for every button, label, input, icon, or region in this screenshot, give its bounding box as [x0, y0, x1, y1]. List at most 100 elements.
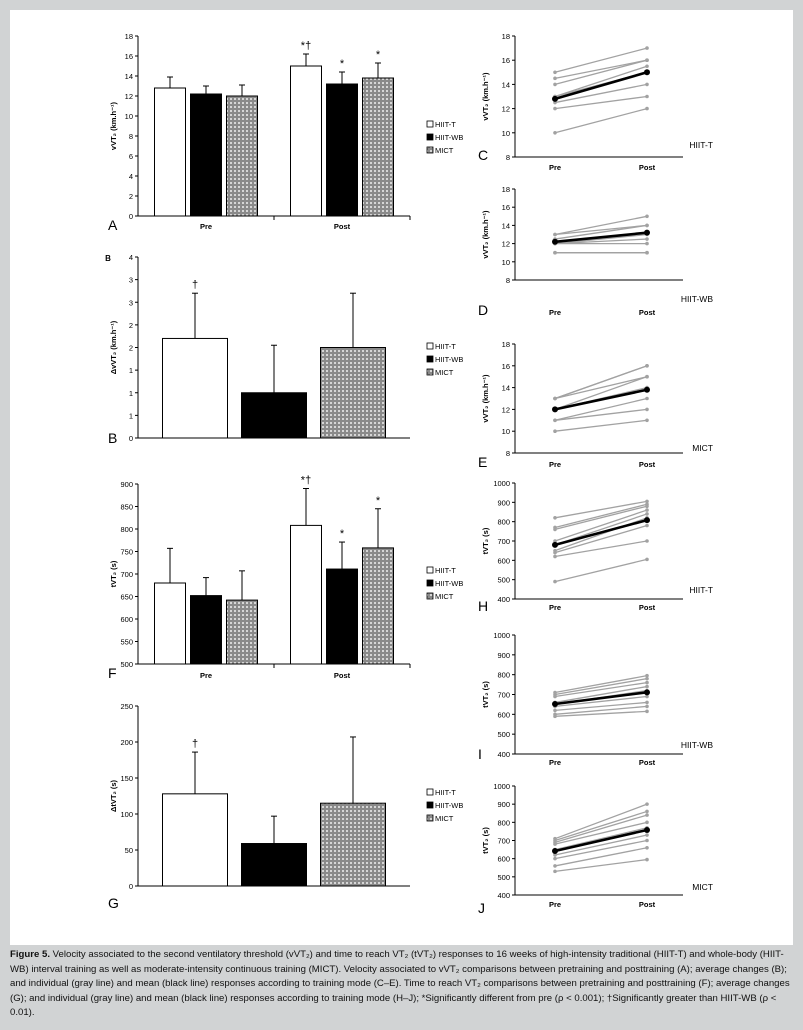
panel-j-mean-point: [552, 848, 558, 855]
panel-a-bar: [290, 65, 322, 217]
panel-c-ytick-label: 8: [506, 153, 510, 162]
panel-h-mean-line: [554, 518, 648, 547]
panel-h-ylabel: tVT₂ (s): [481, 527, 490, 554]
panel-i-individual-line: [554, 705, 648, 715]
legend-label: HIIT-WB: [435, 801, 463, 810]
panel-j-individual-line: [554, 810, 648, 842]
panel-e-individual-point: [645, 418, 649, 423]
legend-label: MICT: [435, 368, 454, 377]
legend-label: HIIT-WB: [435, 355, 463, 364]
panel-i-x-label: Post: [639, 758, 656, 767]
panel-j-ytick-label: 500: [497, 873, 510, 882]
panel-j-individual-point: [553, 842, 557, 846]
panel-d-x-label: Post: [639, 308, 656, 317]
panel-d-individual-point: [645, 250, 649, 255]
panel-i-individual-point: [645, 676, 649, 681]
panel-d-individual-line: [554, 233, 648, 245]
panel-i-individual-line: [554, 701, 648, 712]
panel-j-individual-point: [645, 802, 649, 806]
panel-j-individual-line: [554, 839, 648, 860]
caption-label: Figure 5.: [10, 949, 50, 960]
panel-i-individual-point: [553, 708, 557, 713]
panel-h-ytick-label: 700: [497, 537, 510, 546]
panel-i-ytick-label: 600: [497, 710, 510, 719]
panel-i-mean-line: [554, 691, 648, 706]
panel-i-letter: I: [478, 746, 482, 762]
panel-e-ytick-label: 14: [502, 384, 510, 393]
panel-i-mean-point: [552, 701, 558, 708]
panel-h-individual-point: [645, 557, 649, 562]
panel-d-individual-point: [645, 241, 649, 246]
panel-c-individual-point: [645, 46, 649, 50]
panel-f-ytick-label: 550: [120, 638, 133, 647]
panel-j-individual-line: [554, 803, 648, 840]
panel-j-ytick-label: 400: [497, 891, 510, 900]
panel-j-mean-point: [644, 826, 650, 833]
panel-i-ylabel: tVT₂ (s): [481, 681, 490, 708]
panel-g-bar: [241, 843, 307, 887]
panel-f-ytick-label: 500: [120, 660, 133, 669]
panel-c-group-tag: HIIT-T: [689, 140, 713, 150]
panel-h-individual-point: [645, 539, 649, 543]
panel-e-individual-line: [554, 365, 648, 400]
panel-i-individual-point: [645, 709, 649, 714]
panel-d-ytick-label: 14: [502, 221, 510, 230]
panel-i-mean-point: [644, 689, 650, 696]
panel-a-ytick-label: 4: [129, 172, 133, 181]
panel-g-ylabel: ΔtVT₂ (s): [109, 779, 118, 812]
panel-f-bar: [226, 599, 258, 665]
panel-h-individual-line: [554, 503, 648, 529]
panel-j-individual-point: [645, 845, 649, 850]
panel-c-ytick-label: 16: [502, 56, 510, 65]
panel-e-individual-point: [645, 364, 649, 368]
panel-e-individual-point: [645, 407, 649, 412]
panel-a-ytick-label: 12: [125, 92, 133, 101]
legend-label: HIIT-WB: [435, 579, 463, 588]
panel-h-individual-point: [645, 523, 649, 528]
panel-a-ytick-label: 0: [129, 212, 133, 221]
panel-h-individual-line: [554, 509, 648, 542]
panel-e-individual-line: [554, 397, 648, 421]
panel-a-ytick-label: 10: [125, 112, 133, 121]
panel-c-individual-line: [554, 59, 648, 79]
panel-a-bar: [326, 83, 358, 217]
panel-j-ytick-label: 1000: [493, 782, 510, 791]
panel-b-ytick-label: 4: [129, 253, 133, 262]
panel-i-individual-line: [554, 695, 648, 708]
legend-swatch: [426, 801, 434, 809]
panel-d-ytick-label: 18: [502, 185, 510, 194]
panel-e-x-label: Pre: [549, 460, 561, 469]
panel-c-individual-point: [645, 58, 649, 62]
panel-i-ytick-label: 500: [497, 730, 510, 739]
panel-a-bar: [226, 95, 258, 217]
panel-e-individual-line: [554, 419, 648, 432]
panel-c-mean-point: [552, 95, 558, 102]
panel-f-category-label: Pre: [200, 671, 212, 680]
panel-h-individual-point: [553, 550, 557, 555]
figure-panel: 0 2 4 6 8 10 12 14 16 18 vVT₂ (km.h⁻¹) Pre *† * * Post H…: [10, 10, 793, 945]
panel-e-mean-line: [554, 388, 648, 411]
panel-a-category-label: Pre: [200, 222, 212, 231]
panel-i-individual-point: [645, 694, 649, 699]
panel-d-individual-line: [554, 238, 648, 245]
panel-i-ytick-label: 400: [497, 750, 510, 759]
panel-i-individual-line: [554, 677, 648, 696]
panel-h-x-label: Pre: [549, 603, 561, 612]
panel-d-individual-point: [553, 232, 557, 237]
panel-e-individual-point: [553, 396, 557, 401]
panel-h-x-label: Post: [639, 603, 656, 612]
panel-b-ytick-label: 0: [129, 434, 133, 443]
panel-d-ytick-label: 10: [502, 258, 510, 267]
panel-i-individual-line: [554, 675, 648, 694]
panel-a-significance-mark: *: [340, 58, 345, 70]
panel-a-letter: A: [108, 217, 118, 233]
panel-a-bar: [362, 77, 394, 217]
panel-a-bar: [154, 87, 186, 217]
panel-i-individual-point: [645, 700, 649, 705]
panel-g-significance-mark: †: [192, 738, 198, 750]
panel-g-ytick-label: 250: [120, 702, 133, 711]
panel-a-ylabel: vVT₂ (km.h⁻¹): [109, 101, 118, 150]
panel-c-individual-line: [554, 95, 648, 110]
panel-b-ytick-label: 3: [129, 276, 133, 285]
